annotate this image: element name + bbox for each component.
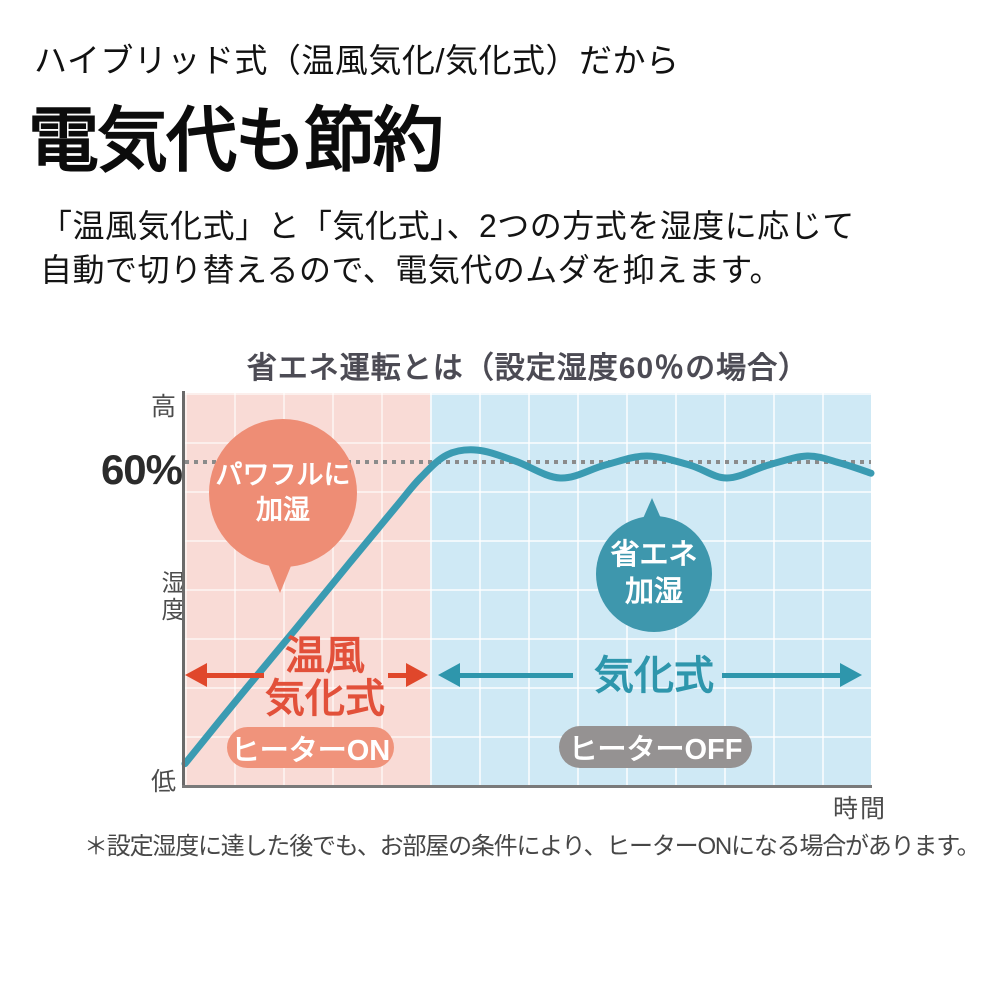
warm-range-arrow-left-icon bbox=[185, 663, 207, 687]
y-axis-label-target-60: 60% bbox=[100, 446, 183, 493]
body-copy: 「温風気化式」と「気化式」、2つの方式を湿度に応じて 自動で切り替えるので、電気… bbox=[40, 204, 855, 292]
humidity-curve-svg bbox=[181, 446, 875, 768]
body-copy-line2: 自動で切り替えるので、電気代のムダを抑えます。 bbox=[40, 252, 783, 288]
page-title: 電気代も節約 bbox=[28, 102, 444, 181]
eco-mode-label: 気化式 bbox=[594, 654, 714, 698]
warm-mode-label-line2: 気化式 bbox=[265, 677, 385, 721]
x-axis-line bbox=[182, 785, 872, 788]
eco-humidify-bubble: 省エネ 加湿 bbox=[596, 516, 712, 632]
eco-range-arrow-left-icon bbox=[438, 663, 460, 687]
footnote: ＊設定湿度に達した後でも、お部屋の条件により、ヒーターONになる場合があります。 bbox=[84, 833, 981, 860]
eco-range-arrow-right-icon bbox=[840, 663, 862, 687]
chart-title: 省エネ運転とは（設定湿度60％の場合） bbox=[246, 352, 810, 385]
eco-bubble-line2: 加湿 bbox=[624, 576, 683, 608]
y-axis-label-low: 低 bbox=[150, 768, 176, 796]
eco-bubble-line1: 省エネ bbox=[610, 539, 698, 571]
body-copy-line1: 「温風気化式」と「気化式」、2つの方式を湿度に応じて bbox=[40, 208, 855, 244]
y-axis-label-high: 高 bbox=[150, 393, 176, 421]
warm-mode-label-line1: 温風 bbox=[285, 634, 365, 678]
warm-range-arrow-left-line bbox=[207, 673, 264, 678]
warm-bubble-line1: パワフルに bbox=[215, 460, 351, 490]
y-axis-title-humidity: 湿度 bbox=[157, 570, 184, 624]
target-humidity-dotted-line bbox=[185, 460, 871, 464]
powerful-humidify-bubble: パワフルに 加湿 bbox=[209, 419, 357, 567]
warm-range-arrow-right-icon bbox=[406, 663, 428, 687]
kicker-text: ハイブリッド式（温風気化/気化式）だから bbox=[34, 42, 680, 79]
heater-off-badge: ヒーターOFF bbox=[559, 726, 752, 768]
eco-range-arrow-right-line bbox=[722, 673, 840, 678]
warm-mode-label: 温風 気化式 bbox=[240, 635, 410, 721]
warm-range-arrow-right-line bbox=[388, 673, 406, 678]
heater-on-badge: ヒーターON bbox=[227, 727, 394, 768]
eco-range-arrow-left-line bbox=[460, 673, 573, 678]
x-axis-label-time: 時間 bbox=[833, 795, 888, 823]
y-axis-line bbox=[182, 391, 185, 788]
chart-plot-area: パワフルに 加湿 温風 気化式 ヒーターON 省エネ 加湿 気化式 ヒーターOF… bbox=[181, 391, 875, 788]
warm-bubble-line2: 加湿 bbox=[256, 495, 310, 525]
humidity-curve bbox=[181, 446, 875, 768]
